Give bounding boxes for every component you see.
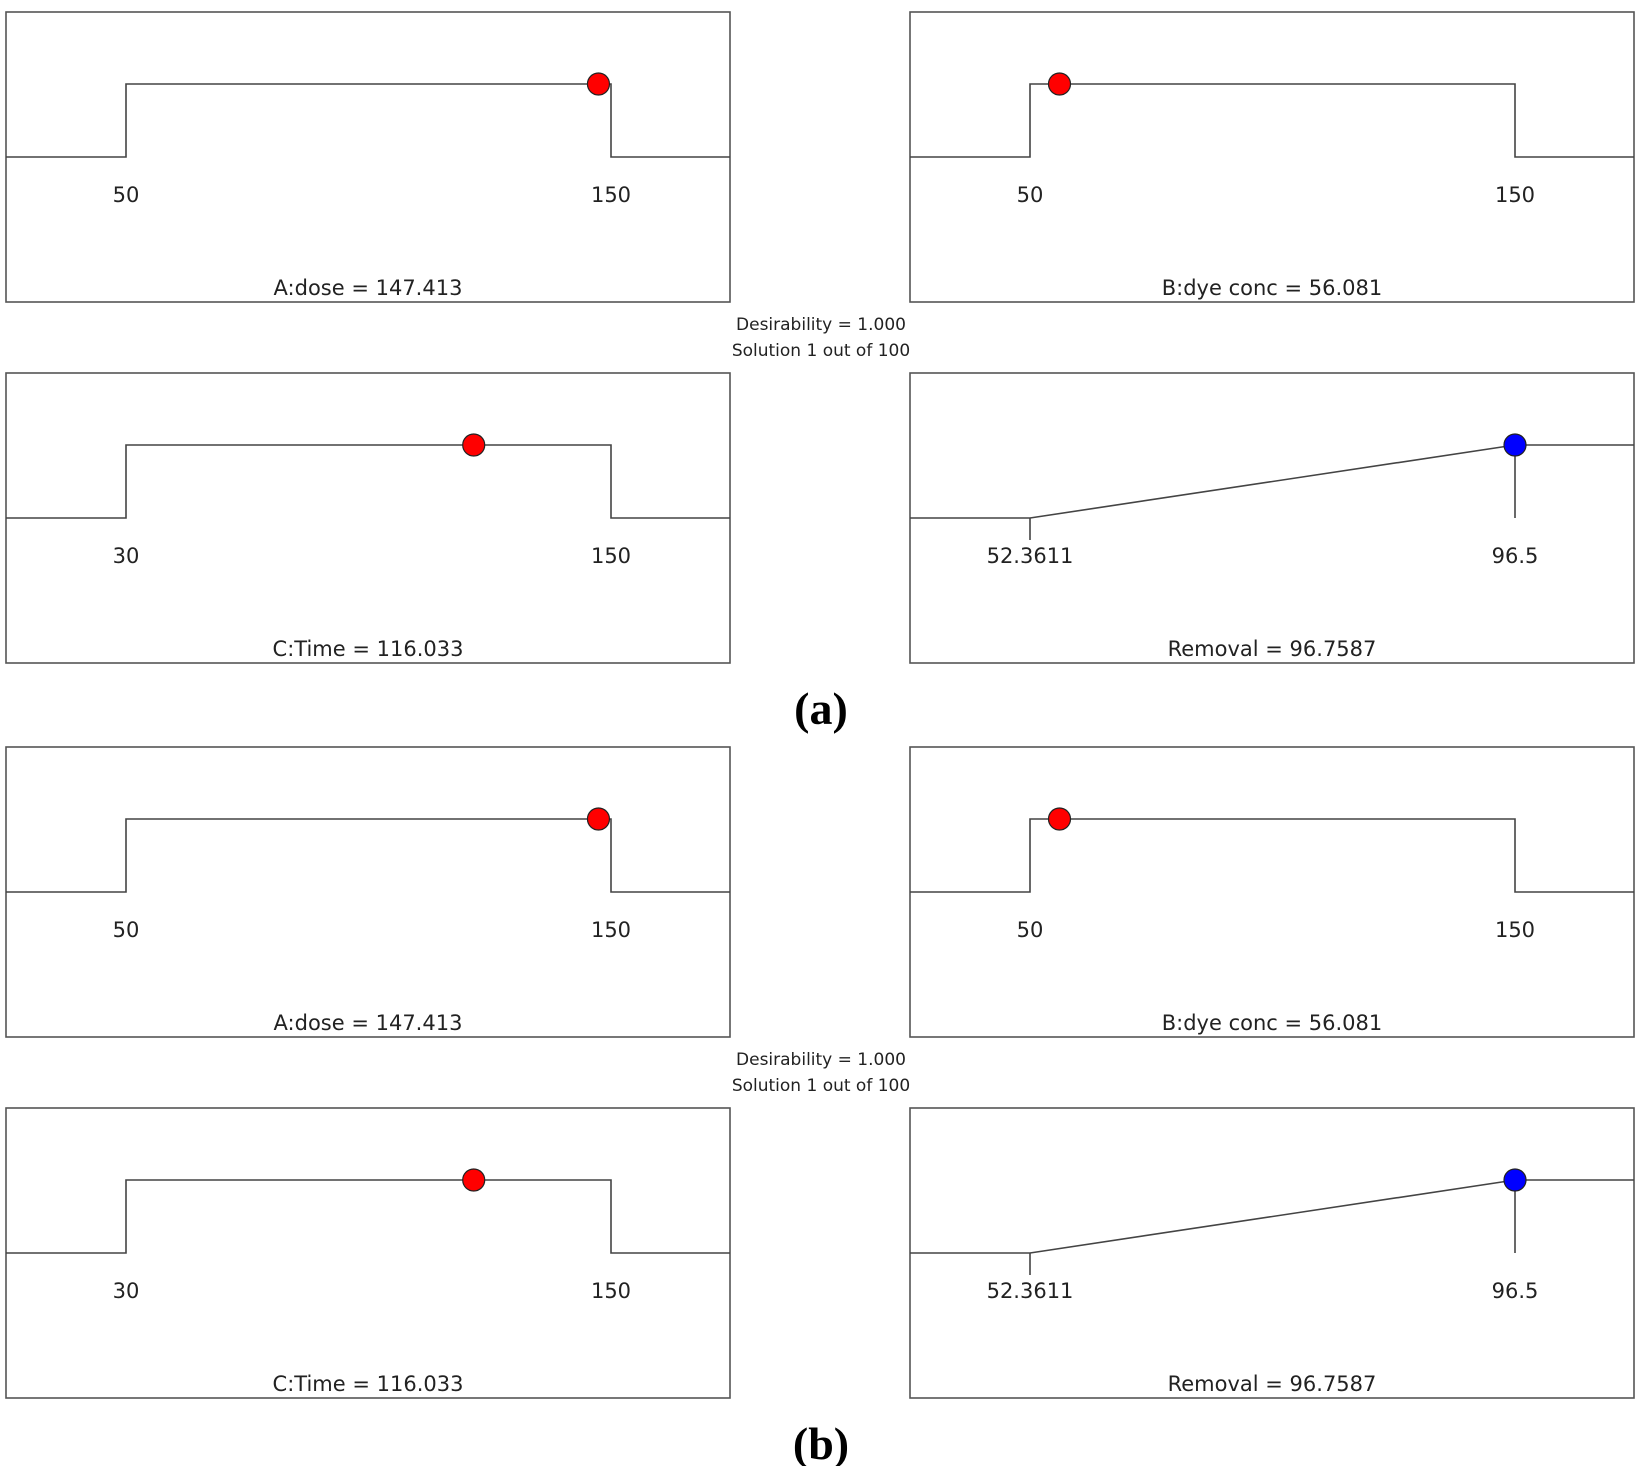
panel-caption: C:Time = 116.033 bbox=[273, 1372, 464, 1396]
ramp-panel-3: 30 150 C:Time = 116.033 bbox=[5, 1107, 731, 1399]
optimum-marker bbox=[1047, 72, 1072, 96]
tick-label-low: 50 bbox=[1017, 183, 1044, 207]
desirability-ramp bbox=[6, 83, 730, 158]
desirability-ramp bbox=[910, 444, 1634, 519]
tick-label-low: 30 bbox=[113, 544, 140, 568]
desirability-ramp bbox=[6, 1179, 730, 1254]
tick-label-high: 150 bbox=[1495, 918, 1535, 942]
optimum-marker bbox=[1503, 1168, 1527, 1192]
panel-caption: A:dose = 147.413 bbox=[274, 1011, 463, 1035]
optimum-marker bbox=[462, 1168, 486, 1192]
figure-label: (a) bbox=[794, 683, 848, 734]
panel-caption: A:dose = 147.413 bbox=[274, 276, 463, 300]
desirability-ramp bbox=[6, 444, 730, 519]
desirability-text: Desirability = 1.000 bbox=[736, 315, 906, 335]
figure-label: (b) bbox=[793, 1418, 849, 1466]
solution-text: Solution 1 out of 100 bbox=[732, 1076, 910, 1096]
tick-label-low: 52.3611 bbox=[987, 544, 1074, 568]
tick-label-high: 150 bbox=[1495, 183, 1535, 207]
tick-label-low: 50 bbox=[1017, 918, 1044, 942]
tick-label-high: 150 bbox=[591, 1279, 631, 1303]
tick-label-high: 150 bbox=[591, 544, 631, 568]
optimum-marker bbox=[1047, 807, 1072, 831]
solution-text: Solution 1 out of 100 bbox=[732, 341, 910, 361]
desirability-ramp bbox=[910, 818, 1634, 893]
desirability-text: Desirability = 1.000 bbox=[736, 1050, 906, 1070]
figure-group-b: 50 150 A:dose = 147.413 50 150 B:dye conc = 5… bbox=[5, 746, 1635, 1466]
optimum-marker bbox=[462, 433, 486, 457]
desirability-ramp bbox=[6, 818, 730, 893]
panel-caption: B:dye conc = 56.081 bbox=[1162, 1011, 1383, 1035]
ramp-panel-2: 50 150 B:dye conc = 56.081 bbox=[909, 11, 1635, 303]
panel-caption: B:dye conc = 56.081 bbox=[1162, 276, 1383, 300]
tick-label-low: 50 bbox=[113, 183, 140, 207]
figure-group-a: 50 150 A:dose = 147.413 50 150 B:dye conc = 5… bbox=[5, 11, 1635, 734]
ramp-panel-1: 50 150 A:dose = 147.413 bbox=[5, 746, 731, 1038]
ramp-panel-1: 50 150 A:dose = 147.413 bbox=[5, 11, 731, 303]
tick-label-low: 30 bbox=[113, 1279, 140, 1303]
panel-caption: Removal = 96.7587 bbox=[1168, 637, 1377, 661]
optimum-marker bbox=[1503, 433, 1527, 457]
ramp-panel-4: 52.3611 96.5 Removal = 96.7587 bbox=[909, 1107, 1635, 1399]
tick-label-high: 96.5 bbox=[1492, 544, 1539, 568]
optimum-marker bbox=[586, 72, 611, 96]
tick-label-high: 150 bbox=[591, 183, 631, 207]
tick-label-low: 50 bbox=[113, 918, 140, 942]
ramp-panel-4: 52.3611 96.5 Removal = 96.7587 bbox=[909, 372, 1635, 664]
optimum-marker bbox=[586, 807, 611, 831]
panel-caption: C:Time = 116.033 bbox=[273, 637, 464, 661]
panel-caption: Removal = 96.7587 bbox=[1168, 1372, 1377, 1396]
tick-label-high: 150 bbox=[591, 918, 631, 942]
ramp-panel-2: 50 150 B:dye conc = 56.081 bbox=[909, 746, 1635, 1038]
tick-label-low: 52.3611 bbox=[987, 1279, 1074, 1303]
ramp-panel-3: 30 150 C:Time = 116.033 bbox=[5, 372, 731, 664]
desirability-ramp bbox=[910, 83, 1634, 158]
tick-label-high: 96.5 bbox=[1492, 1279, 1539, 1303]
desirability-ramp bbox=[910, 1179, 1634, 1254]
